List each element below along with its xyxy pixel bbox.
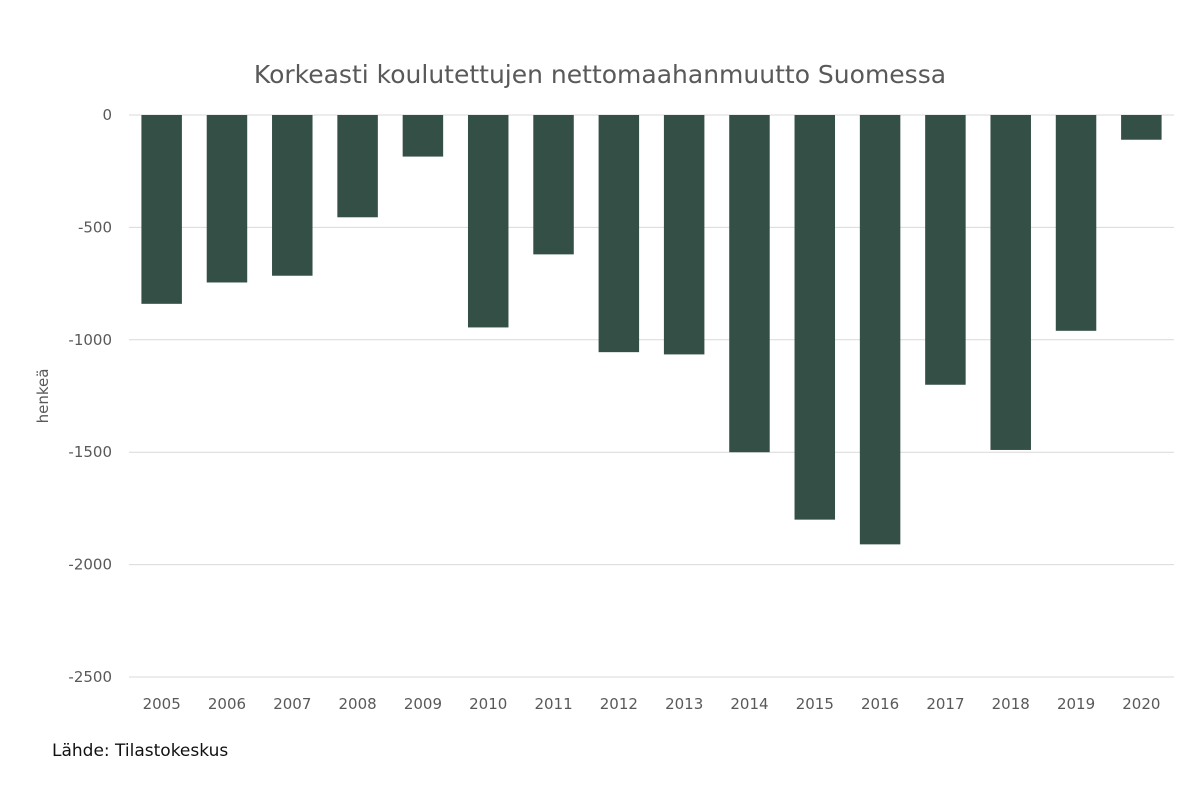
x-tick-label: 2016 xyxy=(861,695,899,713)
y-tick-label: -1000 xyxy=(68,331,112,349)
bar-2006 xyxy=(206,115,248,283)
x-tick-label: 2006 xyxy=(208,695,246,713)
x-axis-ticks: 2005 2006 2007 2008 2009 2010 2011 2012 2013 2014… xyxy=(143,695,1161,713)
bar-2016 xyxy=(859,115,901,545)
x-tick-label: 2012 xyxy=(600,695,638,713)
bar-2012 xyxy=(598,115,640,353)
source-note: Lähde: Tilastokeskus xyxy=(52,741,229,761)
bar-chart: Korkeasti koulutettujen nettomaahanmuutt… xyxy=(34,60,1174,713)
y-tick-label: 0 xyxy=(102,106,112,124)
x-tick-label: 2017 xyxy=(926,695,964,713)
y-tick-label: -1500 xyxy=(68,443,112,461)
bars xyxy=(141,115,1162,545)
y-tick-label: -500 xyxy=(78,218,112,236)
bar-2007 xyxy=(272,115,313,276)
x-tick-label: 2010 xyxy=(469,695,507,713)
bar-2005 xyxy=(141,115,182,304)
x-tick-label: 2019 xyxy=(1057,695,1095,713)
x-tick-label: 2008 xyxy=(339,695,377,713)
x-tick-label: 2018 xyxy=(992,695,1030,713)
bar-2020 xyxy=(1121,115,1162,140)
x-tick-label: 2014 xyxy=(730,695,768,713)
bar-2010 xyxy=(467,115,509,328)
bar-2015 xyxy=(794,115,836,520)
x-tick-label: 2009 xyxy=(404,695,442,713)
x-tick-label: 2007 xyxy=(273,695,311,713)
y-tick-label: -2000 xyxy=(68,556,112,574)
y-tick-label: -2500 xyxy=(68,668,112,686)
y-axis-label: henkeä xyxy=(34,369,52,424)
bar-2011 xyxy=(533,115,574,255)
y-axis-ticks: 0 -500 -1000 -1500 -2000 -2500 xyxy=(68,106,112,686)
x-tick-label: 2020 xyxy=(1122,695,1160,713)
bar-2018 xyxy=(990,115,1031,450)
bar-2017 xyxy=(925,115,966,385)
x-tick-label: 2005 xyxy=(143,695,181,713)
x-tick-label: 2015 xyxy=(796,695,834,713)
bar-2014 xyxy=(729,115,770,453)
x-tick-label: 2011 xyxy=(534,695,572,713)
bar-2009 xyxy=(402,115,444,157)
chart-title: Korkeasti koulutettujen nettomaahanmuutt… xyxy=(254,60,946,89)
bar-2013 xyxy=(663,115,705,355)
x-tick-label: 2013 xyxy=(665,695,703,713)
bar-2008 xyxy=(337,115,378,218)
bar-2019 xyxy=(1055,115,1097,331)
